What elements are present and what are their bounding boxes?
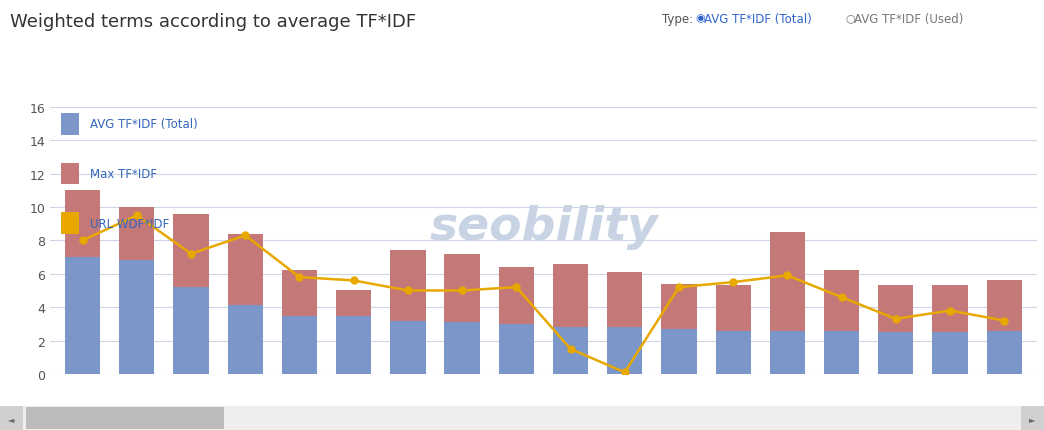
FancyBboxPatch shape: [26, 408, 224, 429]
Bar: [445, 254, 479, 322]
Text: ◉: ◉: [695, 13, 705, 23]
Bar: [65, 191, 100, 258]
Bar: [553, 328, 588, 374]
Bar: [661, 284, 696, 329]
Bar: [390, 251, 426, 321]
Bar: [932, 286, 968, 332]
Bar: [282, 316, 317, 374]
Text: AVG TF*IDF (Total): AVG TF*IDF (Total): [704, 13, 811, 26]
Text: seobility: seobility: [429, 205, 658, 250]
Text: ○: ○: [846, 13, 855, 23]
Bar: [824, 331, 859, 374]
Bar: [987, 281, 1022, 331]
Bar: [769, 233, 805, 331]
Text: AVG TF*IDF (Total): AVG TF*IDF (Total): [90, 118, 197, 131]
FancyBboxPatch shape: [0, 406, 23, 430]
Bar: [228, 306, 263, 374]
Bar: [878, 286, 914, 332]
Bar: [932, 332, 968, 374]
Bar: [65, 258, 100, 374]
Bar: [390, 321, 426, 374]
Bar: [824, 271, 859, 331]
Text: Weighted terms according to average TF*IDF: Weighted terms according to average TF*I…: [10, 13, 417, 31]
Text: ►: ►: [1029, 414, 1036, 423]
Bar: [119, 261, 155, 374]
Bar: [987, 331, 1022, 374]
Bar: [445, 322, 479, 374]
FancyBboxPatch shape: [1021, 406, 1044, 430]
Bar: [715, 286, 751, 331]
Bar: [608, 328, 642, 374]
Bar: [173, 214, 209, 287]
Bar: [769, 331, 805, 374]
Bar: [608, 273, 642, 328]
Bar: [715, 331, 751, 374]
Bar: [119, 208, 155, 261]
Bar: [499, 324, 533, 374]
Text: URL WDF*IDF: URL WDF*IDF: [90, 217, 169, 230]
Bar: [282, 271, 317, 316]
Bar: [336, 316, 372, 374]
Text: Type:: Type:: [662, 13, 693, 26]
Bar: [173, 287, 209, 374]
Text: AVG TF*IDF (Used): AVG TF*IDF (Used): [854, 13, 964, 26]
Bar: [499, 267, 533, 324]
Bar: [228, 234, 263, 306]
Text: Max TF*IDF: Max TF*IDF: [90, 168, 157, 181]
Bar: [661, 329, 696, 374]
Text: ◄: ◄: [8, 414, 15, 423]
Bar: [336, 291, 372, 316]
Bar: [553, 264, 588, 328]
Bar: [878, 332, 914, 374]
